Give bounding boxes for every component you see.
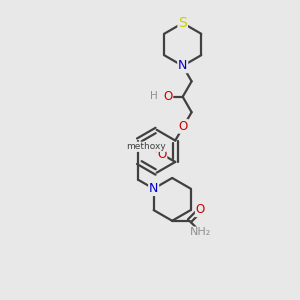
Text: O: O bbox=[163, 90, 172, 103]
Text: N: N bbox=[149, 182, 158, 195]
Text: methoxy: methoxy bbox=[126, 142, 166, 151]
Text: NH₂: NH₂ bbox=[190, 227, 211, 237]
Text: N: N bbox=[178, 59, 188, 72]
Text: O: O bbox=[179, 120, 188, 133]
Text: O: O bbox=[157, 148, 167, 161]
Text: O: O bbox=[196, 203, 205, 216]
Text: S: S bbox=[178, 16, 187, 30]
Text: H: H bbox=[150, 91, 158, 101]
